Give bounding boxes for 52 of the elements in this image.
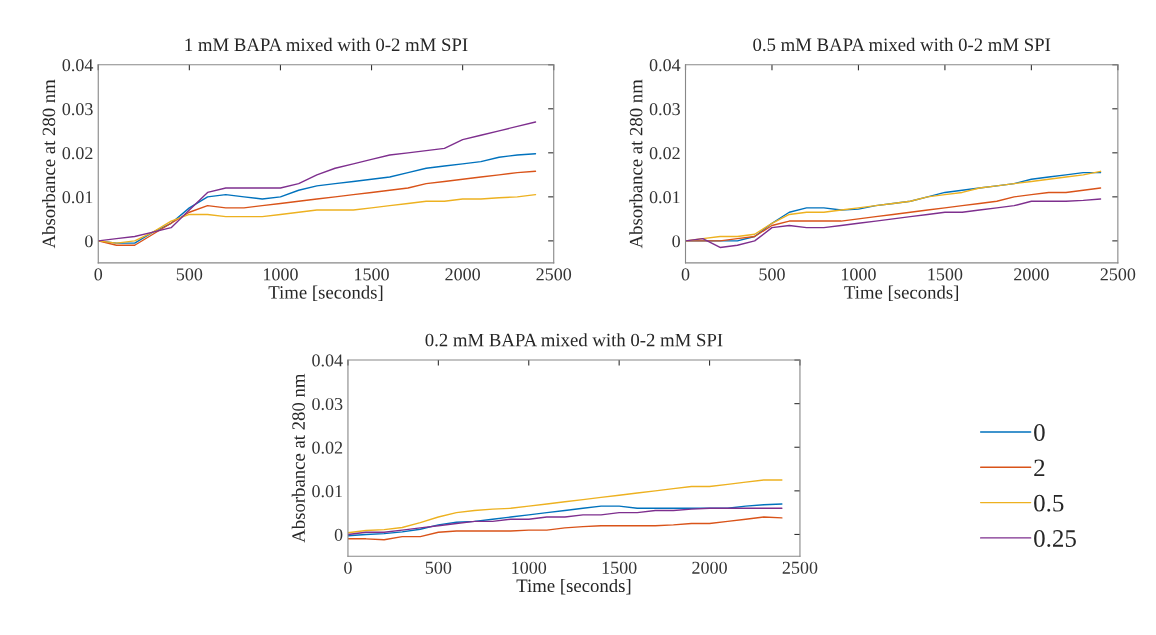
x-tick-label: 2000 (445, 268, 480, 281)
x-axis-title: Time [seconds] (268, 285, 383, 302)
y-tick-label: 0.03 (649, 103, 680, 116)
chart-title: 0.2 mM BAPA mixed with 0-2 mM SPI (425, 333, 723, 347)
y-tick-label: 0 (85, 235, 93, 248)
y-tick-label: 0 (672, 235, 680, 248)
y-tick-label: 0.02 (312, 441, 343, 454)
x-tick-label: 1500 (355, 268, 389, 281)
x-axis-title: Time [seconds] (844, 285, 959, 302)
y-axis-title: Absorbance at 280 nm (291, 373, 305, 543)
chart-title: 0.5 mM BAPA mixed with 0-2 mM SPI (753, 37, 1051, 52)
y-tick-label: 0.03 (62, 103, 93, 116)
y-tick-label: 0.02 (649, 147, 680, 160)
x-tick-label: 2500 (536, 268, 572, 281)
x-tick-label: 0 (344, 561, 352, 574)
y-tick-label: 0.04 (649, 59, 681, 72)
x-axis-title: Time [seconds] (516, 578, 631, 595)
chart-title: 1 mM BAPA mixed with 0-2 mM SPI (185, 37, 468, 52)
y-tick-label: 0.04 (62, 59, 94, 72)
y-tick-label: 0.01 (649, 191, 680, 204)
y-tick-label: 0.03 (312, 397, 343, 411)
x-tick-label: 0 (94, 268, 103, 281)
y-tick-label: 0.02 (62, 147, 93, 160)
x-tick-label: 2500 (782, 561, 818, 574)
x-tick-label: 1000 (263, 268, 298, 281)
x-tick-label: 500 (425, 561, 452, 574)
line-series (685, 187, 1102, 242)
x-tick-label: 2000 (692, 561, 727, 574)
x-tick-label: 500 (759, 268, 785, 281)
legend-label: 0.25 (1034, 530, 1076, 548)
y-tick-label: 0 (334, 528, 343, 541)
line-series (98, 193, 537, 244)
y-axis-title: Absorbance at 280 nm (629, 79, 643, 249)
y-tick-label: 0.01 (62, 191, 93, 204)
x-tick-label: 1500 (928, 268, 963, 281)
x-tick-label: 500 (176, 268, 203, 281)
x-tick-label: 2500 (1100, 268, 1136, 281)
line-series (347, 479, 783, 534)
y-tick-label: 0.04 (312, 354, 343, 367)
x-tick-label: 1000 (841, 268, 876, 281)
legend-label: 0.5 (1034, 494, 1064, 512)
line-series (98, 121, 537, 242)
x-tick-label: 1500 (602, 561, 637, 574)
legend-label: 2 (1034, 459, 1045, 477)
y-axis-title: Absorbance at 280 nm (42, 79, 56, 249)
y-tick-label: 0.01 (312, 485, 343, 498)
line-series (347, 516, 783, 541)
x-tick-label: 0 (681, 268, 690, 281)
legend-label: 0 (1034, 424, 1045, 441)
x-tick-label: 1000 (512, 561, 547, 574)
x-tick-label: 2000 (1014, 268, 1049, 281)
line-series (685, 198, 1102, 249)
